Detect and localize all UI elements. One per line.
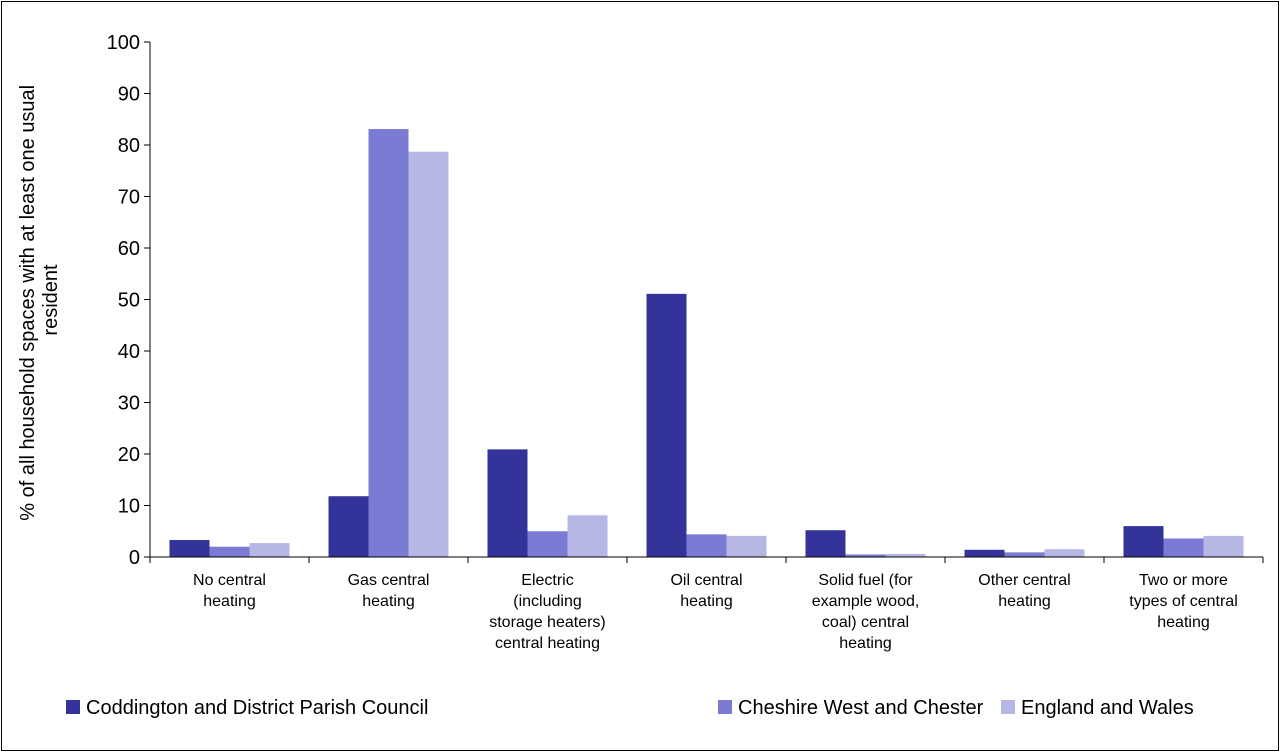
x-category-label-line: coal) central (822, 614, 909, 631)
x-category-label-line: Oil central (670, 572, 742, 589)
bar (845, 554, 886, 557)
y-tick-label: 40 (118, 341, 140, 363)
x-category-label-line: heating (1157, 614, 1210, 631)
y-tick-label: 80 (118, 135, 140, 157)
x-category-label-line: Gas central (348, 572, 430, 589)
legend-swatch (1001, 700, 1015, 714)
bar (646, 293, 687, 557)
legend-label: Coddington and District Parish Council (86, 697, 428, 719)
y-tick-label: 90 (118, 84, 140, 106)
x-category-label-line: types of central (1129, 593, 1238, 610)
legend-swatch (66, 700, 80, 714)
legend-swatch (718, 700, 732, 714)
bar (885, 553, 926, 557)
y-tick-label: 50 (118, 290, 140, 312)
x-category-label: Two or more types of central heating (1129, 572, 1238, 631)
x-category-label-line: No central (193, 572, 266, 589)
bar (249, 543, 290, 557)
x-category-label: No central heating (193, 572, 266, 610)
x-category-label-line: (including (513, 593, 581, 610)
bar (726, 535, 767, 557)
x-category-label-line: Other central (978, 572, 1070, 589)
x-category-label-line: heating (203, 593, 256, 610)
y-axis-title: % of all household spaces with at least … (17, 79, 62, 521)
x-category-label: Other central heating (978, 572, 1070, 610)
bar (209, 546, 250, 557)
x-category-label-line: heating (998, 593, 1051, 610)
y-tick-label: 0 (129, 547, 140, 569)
bar (1203, 535, 1244, 557)
bar (527, 531, 568, 557)
bar (408, 151, 449, 557)
legend-label: Cheshire West and Chester (738, 697, 984, 719)
x-category-label: Solid fuel (for example wood, coal) centra… (812, 572, 920, 652)
y-axis: 0 10 20 30 40 50 60 70 80 90 100 (107, 32, 151, 569)
x-category-label-line: Solid fuel (for (818, 572, 913, 589)
x-category-label-line: Two or more (1139, 572, 1228, 589)
x-axis: No central heating Gas central heating Elect… (149, 556, 1264, 652)
y-tick-label: 30 (118, 393, 140, 415)
y-tick-label: 10 (118, 496, 140, 518)
bar (567, 515, 608, 557)
bar (328, 496, 369, 557)
x-category-label-line: example wood, (812, 593, 920, 610)
bar (686, 534, 727, 557)
legend: Coddington and District Parish Council Ch… (66, 697, 1194, 719)
bar (368, 129, 409, 557)
bar (1044, 549, 1085, 557)
bars (169, 129, 1244, 557)
x-category-label: Electric (including storage heaters) centra… (489, 572, 606, 652)
bar (1004, 552, 1045, 557)
x-category-label-line: heating (680, 593, 733, 610)
legend-label: England and Wales (1021, 697, 1194, 719)
bar (805, 530, 846, 557)
bar (169, 540, 210, 557)
x-category-label: Gas central heating (348, 572, 430, 610)
x-category-label-line: heating (839, 635, 892, 652)
x-category-label-line: central heating (495, 635, 600, 652)
x-category-label-line: heating (362, 593, 415, 610)
y-tick-label: 100 (107, 32, 140, 54)
y-axis-title-line-2: resident (40, 264, 62, 336)
x-category-label: Oil central heating (670, 572, 742, 610)
bar (487, 449, 528, 557)
y-tick-label: 70 (118, 187, 140, 209)
x-category-label-line: storage heaters) (489, 614, 606, 631)
bar (964, 549, 1005, 557)
y-axis-title-line-1: % of all household spaces with at least … (17, 85, 39, 521)
y-tick-label: 60 (118, 238, 140, 260)
bar (1163, 538, 1204, 557)
svg-text:% of all household spaces with: % of all household spaces with at least … (17, 79, 62, 520)
bar (1123, 526, 1164, 557)
x-category-label-line: Electric (521, 572, 573, 589)
y-tick-label: 20 (118, 444, 140, 466)
